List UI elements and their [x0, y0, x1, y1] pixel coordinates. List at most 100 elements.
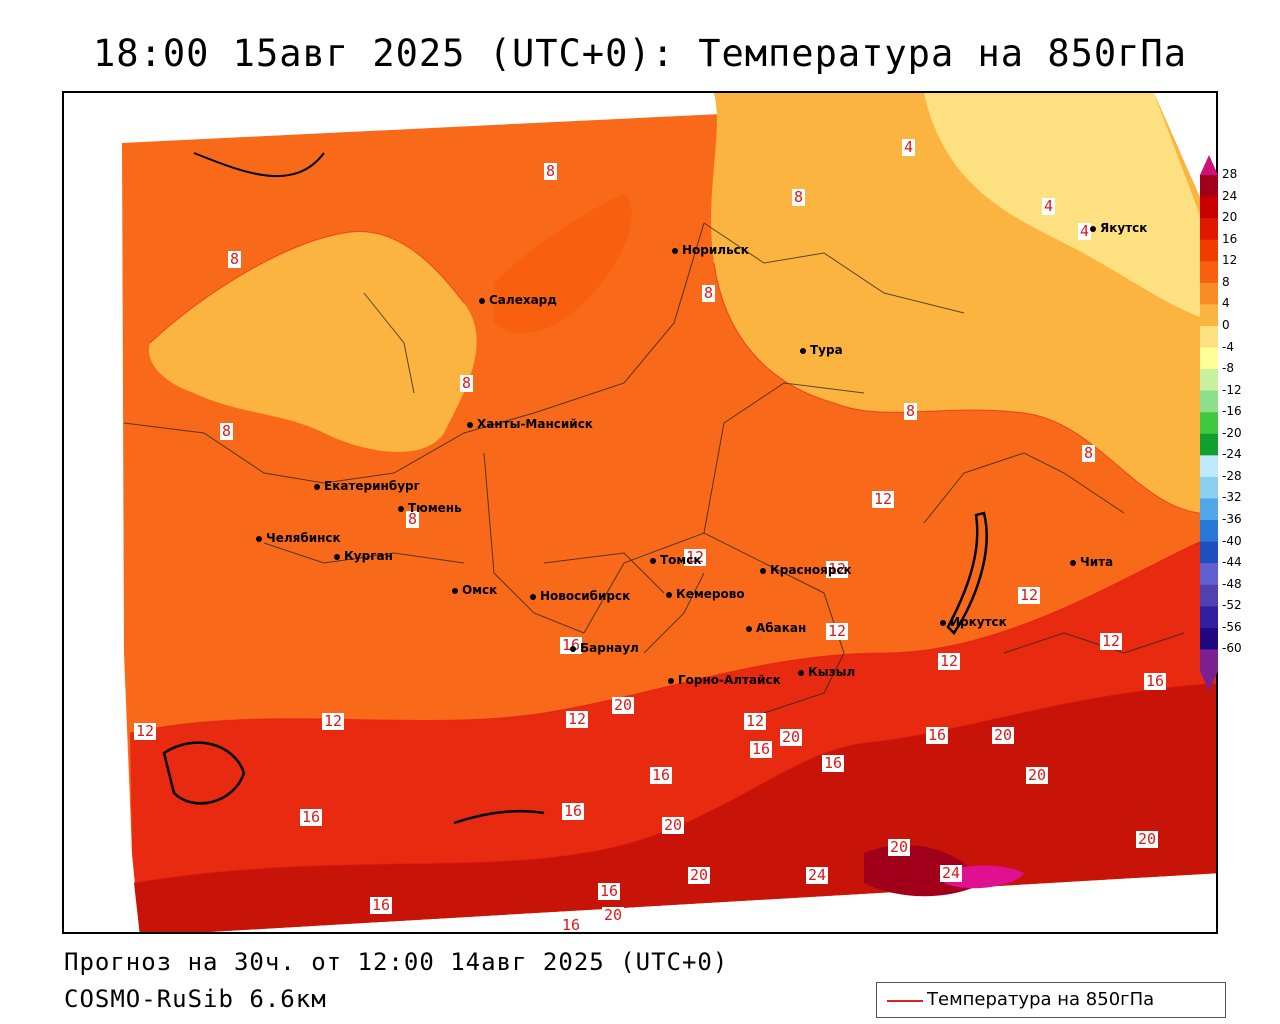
legend-line-icon — [887, 1000, 923, 1002]
colorbar-tick-label: -4 — [1222, 339, 1234, 354]
colorbar — [1200, 155, 1218, 691]
city-marker: Тура — [800, 343, 843, 357]
colorbar-top-arrow-icon — [1200, 155, 1218, 175]
contour-label: 8 — [228, 250, 242, 268]
contour-label: 12 — [826, 560, 849, 578]
colorbar-tick-label: -20 — [1222, 425, 1242, 440]
city-marker: Абакан — [746, 621, 806, 635]
colorbar-swatch — [1200, 196, 1218, 219]
contour-label: 16 — [598, 882, 621, 900]
contour-label: 8 — [792, 188, 806, 206]
contour-label: 8 — [904, 402, 918, 420]
city-dot-icon — [800, 347, 806, 354]
legend-box: Температура на 850гПа — [876, 982, 1226, 1018]
colorbar-tick-label: -36 — [1222, 512, 1242, 527]
colorbar-tick-label: 16 — [1222, 231, 1238, 246]
colorbar-swatch — [1200, 520, 1218, 543]
colorbar-swatch — [1200, 584, 1218, 607]
colorbar-swatch — [1200, 412, 1218, 435]
city-dot-icon — [398, 505, 404, 512]
city-dot-icon — [746, 625, 752, 632]
contour-label: 8 — [544, 162, 558, 180]
contour-label: 20 — [662, 816, 685, 834]
city-dot-icon — [256, 535, 262, 542]
colorbar-swatch — [1200, 541, 1218, 564]
colorbar-tick-label: 0 — [1222, 317, 1230, 332]
colorbar-swatch — [1200, 433, 1218, 456]
colorbar-swatch — [1200, 498, 1218, 521]
city-marker: Челябинск — [256, 531, 341, 545]
colorbar-tick-label: -52 — [1222, 598, 1242, 613]
colorbar-tick-label: 12 — [1222, 253, 1238, 268]
city-dot-icon — [668, 677, 674, 684]
colorbar-swatch — [1200, 627, 1218, 650]
city-dot-icon — [798, 669, 804, 676]
city-marker: Иркутск — [940, 615, 1007, 629]
city-marker: Омск — [452, 583, 497, 597]
contour-label: 8 — [702, 284, 716, 302]
colorbar-swatch — [1200, 218, 1218, 241]
colorbar-tick-label: -28 — [1222, 468, 1242, 483]
colorbar-tick-label: -12 — [1222, 382, 1242, 397]
colorbar-swatch — [1200, 304, 1218, 327]
contour-label: 12 — [566, 710, 589, 728]
city-marker: Кемерово — [666, 587, 745, 601]
colorbar-tick-label: -48 — [1222, 576, 1242, 591]
contour-label: 4 — [1078, 222, 1092, 240]
city-dot-icon — [650, 557, 656, 564]
contour-label: 12 — [684, 548, 707, 566]
colorbar-tick-label: -8 — [1222, 361, 1234, 376]
contour-label: 20 — [780, 728, 803, 746]
city-marker: Горно-Алтайск — [668, 673, 781, 687]
colorbar-swatch — [1200, 369, 1218, 392]
colorbar-swatch — [1200, 390, 1218, 413]
colorbar-tick-label: 4 — [1222, 296, 1230, 311]
city-dot-icon — [1070, 559, 1076, 566]
colorbar-tick-label: -60 — [1222, 641, 1242, 656]
contour-label: 8 — [220, 422, 234, 440]
city-marker: Норильск — [672, 243, 749, 257]
contour-label: 24 — [806, 866, 829, 884]
contour-label: 12 — [1100, 632, 1123, 650]
colorbar-swatch — [1200, 347, 1218, 370]
city-marker: Новосибирск — [530, 589, 630, 603]
contour-label: 4 — [1042, 197, 1056, 215]
contour-label: 20 — [888, 838, 911, 856]
contour-label: 20 — [1136, 830, 1159, 848]
contour-label: 12 — [134, 722, 157, 740]
contour-label: 12 — [872, 490, 895, 508]
city-marker: Курган — [334, 549, 393, 563]
forecast-info: Прогноз на 30ч. от 12:00 14авг 2025 (UTC… — [64, 948, 729, 976]
colorbar-tick-label: -24 — [1222, 447, 1242, 462]
colorbar-swatch — [1200, 649, 1218, 672]
contour-label: 20 — [992, 726, 1015, 744]
contour-label: 12 — [744, 712, 767, 730]
contour-label: 16 — [562, 802, 585, 820]
colorbar-swatch — [1200, 563, 1218, 586]
city-marker: Ханты-Мансийск — [467, 417, 593, 431]
contour-label: 16 — [300, 808, 323, 826]
city-marker: Кызыл — [798, 665, 855, 679]
temperature-map: 4 4 4 8 8 8 8 8 8 8 8 8 12 12 12 12 12 1… — [62, 91, 1218, 934]
city-dot-icon — [672, 247, 678, 254]
temperature-field — [122, 93, 1216, 932]
map-title: 18:00 15авг 2025 (UTC+0): Температура на… — [93, 32, 1187, 75]
colorbar-swatch — [1200, 261, 1218, 284]
colorbar-tick-label: -44 — [1222, 555, 1242, 570]
contour-label: 12 — [1018, 586, 1041, 604]
city-marker: Чита — [1070, 555, 1113, 569]
city-dot-icon — [479, 297, 485, 304]
colorbar-tick-label: 28 — [1222, 167, 1238, 181]
contour-label: 20 — [602, 906, 625, 924]
city-dot-icon — [314, 483, 320, 490]
colorbar-swatch — [1200, 606, 1218, 629]
colorbar-tick-label: -16 — [1222, 404, 1242, 419]
colorbar-swatch — [1200, 175, 1218, 198]
contour-label: 20 — [612, 696, 635, 714]
colorbar-swatch — [1200, 282, 1218, 305]
contour-label: 16 — [650, 766, 673, 784]
city-dot-icon — [760, 567, 766, 574]
city-dot-icon — [467, 421, 473, 428]
legend-label: Температура на 850гПа — [927, 989, 1155, 1010]
contour-label: 20 — [1026, 766, 1049, 784]
